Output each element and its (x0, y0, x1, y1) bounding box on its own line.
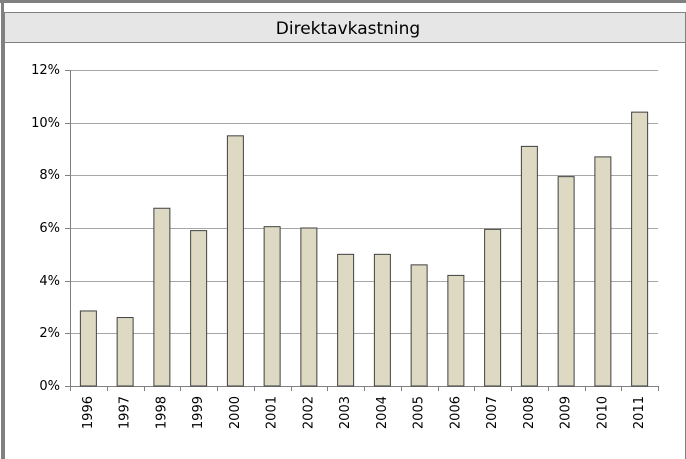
bar (631, 111, 649, 387)
y-tick-label: 6% (39, 221, 60, 236)
bar (263, 226, 281, 387)
bar (410, 264, 428, 387)
bar (594, 156, 612, 387)
bar (484, 228, 502, 387)
bar (190, 230, 208, 387)
y-tick-label: 12% (31, 63, 60, 78)
bar (79, 310, 97, 387)
bar (337, 253, 355, 387)
y-tick-label: 10% (31, 116, 60, 131)
bar (520, 145, 538, 387)
bar (447, 274, 465, 387)
chart-title: Direktavkastning (276, 19, 420, 39)
frame-left (1, 0, 4, 459)
bar (116, 317, 134, 387)
y-tick-label: 8% (39, 168, 60, 183)
x-tick-label: 2009 (559, 396, 574, 429)
x-tick-label: 1998 (154, 396, 169, 429)
title-bar (4, 12, 686, 43)
x-tick-label: 2008 (522, 396, 537, 429)
bar (226, 135, 244, 387)
bar (153, 207, 171, 387)
x-tick-label: 2006 (448, 396, 463, 429)
x-tick-label: 2003 (338, 396, 353, 429)
y-tick-label: 2% (39, 326, 60, 341)
frame-top (0, 0, 686, 3)
bar (300, 227, 318, 387)
x-tick-label: 2007 (485, 396, 500, 429)
x-tick-label: 1996 (81, 396, 96, 429)
x-tick-label: 2011 (632, 396, 647, 429)
x-tick-label: 2002 (301, 396, 316, 429)
x-tick-label: 2001 (265, 396, 280, 429)
x-tick-label: 2005 (412, 396, 427, 429)
x-tick-label: 1997 (118, 396, 133, 429)
x-tick-label: 2004 (375, 396, 390, 429)
bar (373, 253, 391, 387)
y-tick-label: 0% (39, 379, 60, 394)
x-tick-label: 2000 (228, 396, 243, 429)
x-tick-label: 1999 (191, 396, 206, 429)
bar (557, 176, 575, 387)
x-tick-label: 2010 (595, 396, 610, 429)
y-tick-label: 4% (39, 274, 60, 289)
